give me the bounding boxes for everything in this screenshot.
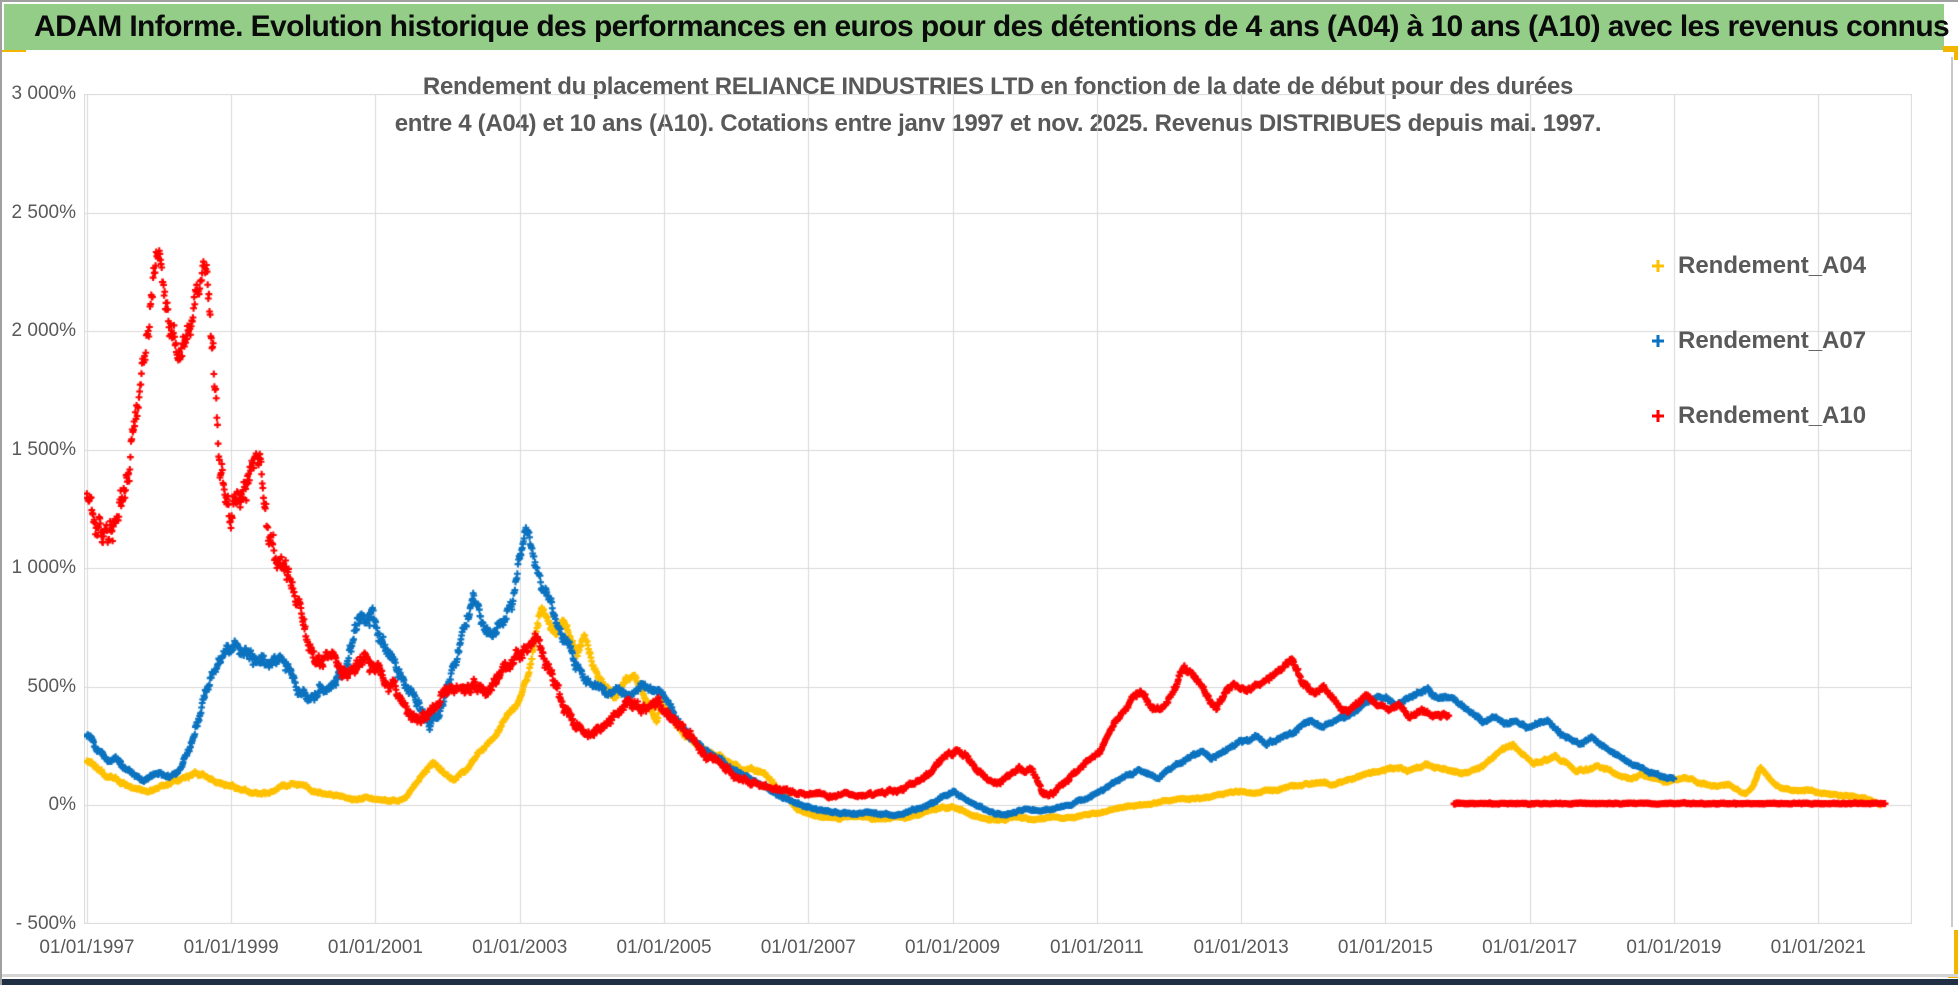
horizontal-divider bbox=[2, 974, 1958, 977]
x-axis-tick-label: 01/01/2001 bbox=[327, 937, 423, 958]
x-axis-tick-label: 01/01/1999 bbox=[183, 937, 279, 958]
y-axis-tick-label: 1 500% bbox=[11, 438, 76, 460]
x-axis-tick-label: 01/01/2003 bbox=[472, 937, 568, 958]
x-axis-tick-label: 01/01/2019 bbox=[1626, 937, 1722, 958]
window-bottom-edge bbox=[2, 979, 1958, 985]
x-axis-tick-label: 01/01/2013 bbox=[1193, 937, 1289, 958]
legend-label: Rendement_A10 bbox=[1678, 402, 1867, 429]
x-axis-tick-label: 01/01/2011 bbox=[1049, 937, 1144, 958]
y-axis-tick-label: 0% bbox=[48, 794, 76, 816]
report-title: ADAM Informe. Evolution historique des p… bbox=[34, 10, 1958, 43]
x-axis-tick-label: 01/01/2005 bbox=[616, 937, 712, 958]
plus-marker-icon bbox=[1652, 410, 1664, 422]
x-axis-tick-label: 01/01/1997 bbox=[39, 937, 135, 958]
legend-label: Rendement_A07 bbox=[1678, 327, 1867, 354]
legend-item-a10[interactable]: Rendement_A10 bbox=[1650, 398, 1866, 434]
chart-frame-border bbox=[1951, 57, 1953, 927]
y-axis-tick-label: - 500% bbox=[15, 913, 76, 934]
legend-item-a04[interactable]: Rendement_A04 bbox=[1650, 248, 1866, 284]
y-axis-tick-label: 3 000% bbox=[11, 83, 76, 104]
plus-marker-icon bbox=[1652, 260, 1664, 272]
y-axis-tick-label: 2 500% bbox=[11, 201, 76, 223]
legend-item-a07[interactable]: Rendement_A07 bbox=[1650, 323, 1866, 359]
x-axis-tick-label: 01/01/2015 bbox=[1337, 937, 1433, 958]
x-axis-tick-label: 01/01/2021 bbox=[1770, 937, 1866, 958]
chart-area[interactable]: Rendement du placement RELIANCE INDUSTRI… bbox=[2, 52, 1954, 974]
plus-marker-icon bbox=[1652, 335, 1664, 347]
y-axis-tick-label: 500% bbox=[27, 675, 76, 697]
scatter-plot-canvas[interactable] bbox=[84, 94, 1912, 924]
y-axis-tick-label: 1 000% bbox=[11, 557, 76, 579]
x-axis-tick-label: 01/01/2007 bbox=[760, 937, 856, 958]
x-axis-tick-label: 01/01/2017 bbox=[1482, 937, 1578, 958]
y-axis-tick-label: 2 000% bbox=[11, 320, 76, 342]
report-header-bar[interactable]: ADAM Informe. Evolution historique des p… bbox=[4, 4, 1958, 50]
x-axis-tick-label: 01/01/2009 bbox=[905, 937, 1001, 958]
legend-label: Rendement_A04 bbox=[1678, 252, 1867, 279]
